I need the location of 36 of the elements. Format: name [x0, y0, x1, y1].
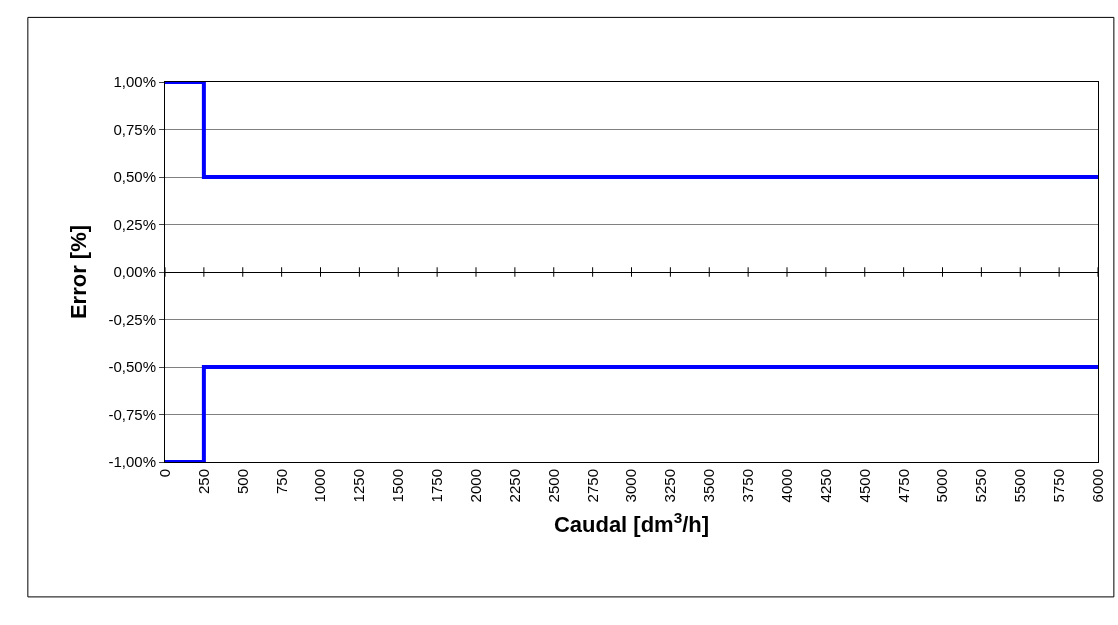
- x-tick-label: 1250: [350, 469, 368, 503]
- x-tick-label: 4500: [855, 469, 873, 503]
- y-tick-label: 0,50%: [113, 168, 156, 186]
- x-tick-label: 2750: [583, 469, 601, 503]
- y-tick-label: -0,25%: [108, 310, 156, 328]
- x-tick-label: 5500: [1011, 469, 1029, 503]
- x-tick-label: 1750: [428, 469, 446, 503]
- x-tick-label: 0: [155, 469, 173, 478]
- y-tick-label: 0,25%: [113, 215, 156, 233]
- x-tick-label: 6000: [1088, 469, 1106, 503]
- x-tick-label: 3750: [739, 469, 757, 503]
- x-tick-label: 4750: [894, 469, 912, 503]
- y-tick-label: -0,75%: [108, 405, 156, 423]
- x-tick-label: 5000: [933, 469, 951, 503]
- x-tick-label: 2250: [505, 469, 523, 503]
- x-tick-label: 5250: [972, 469, 990, 503]
- x-tick-label: 2500: [544, 469, 562, 503]
- x-tick-label: 500: [233, 469, 251, 495]
- x-tick-label: 250: [194, 469, 212, 495]
- x-axis-title: Caudal [dm$^{3}$/h]: [553, 509, 710, 538]
- y-tick-label: -0,50%: [108, 358, 156, 376]
- x-tick-label: 4000: [777, 469, 795, 503]
- y-tick-label: 0,75%: [113, 120, 156, 138]
- x-tick-label: 1500: [389, 469, 407, 503]
- y-tick-label: 0,00%: [113, 263, 156, 281]
- y-tick-label: 1,00%: [113, 73, 156, 91]
- x-tick-label: 1000: [311, 469, 329, 503]
- x-tick-label: 3500: [700, 469, 718, 503]
- x-tick-label: 4250: [816, 469, 834, 503]
- x-tick-label: 3000: [622, 469, 640, 503]
- x-tick-label: 5750: [1050, 469, 1068, 503]
- y-axis-title: Error [%]: [66, 224, 92, 320]
- x-tick-label: 2000: [466, 469, 484, 503]
- x-tick-label: 750: [272, 469, 290, 495]
- y-tick-label: -1,00%: [108, 453, 156, 471]
- x-tick-label: 3250: [661, 469, 679, 503]
